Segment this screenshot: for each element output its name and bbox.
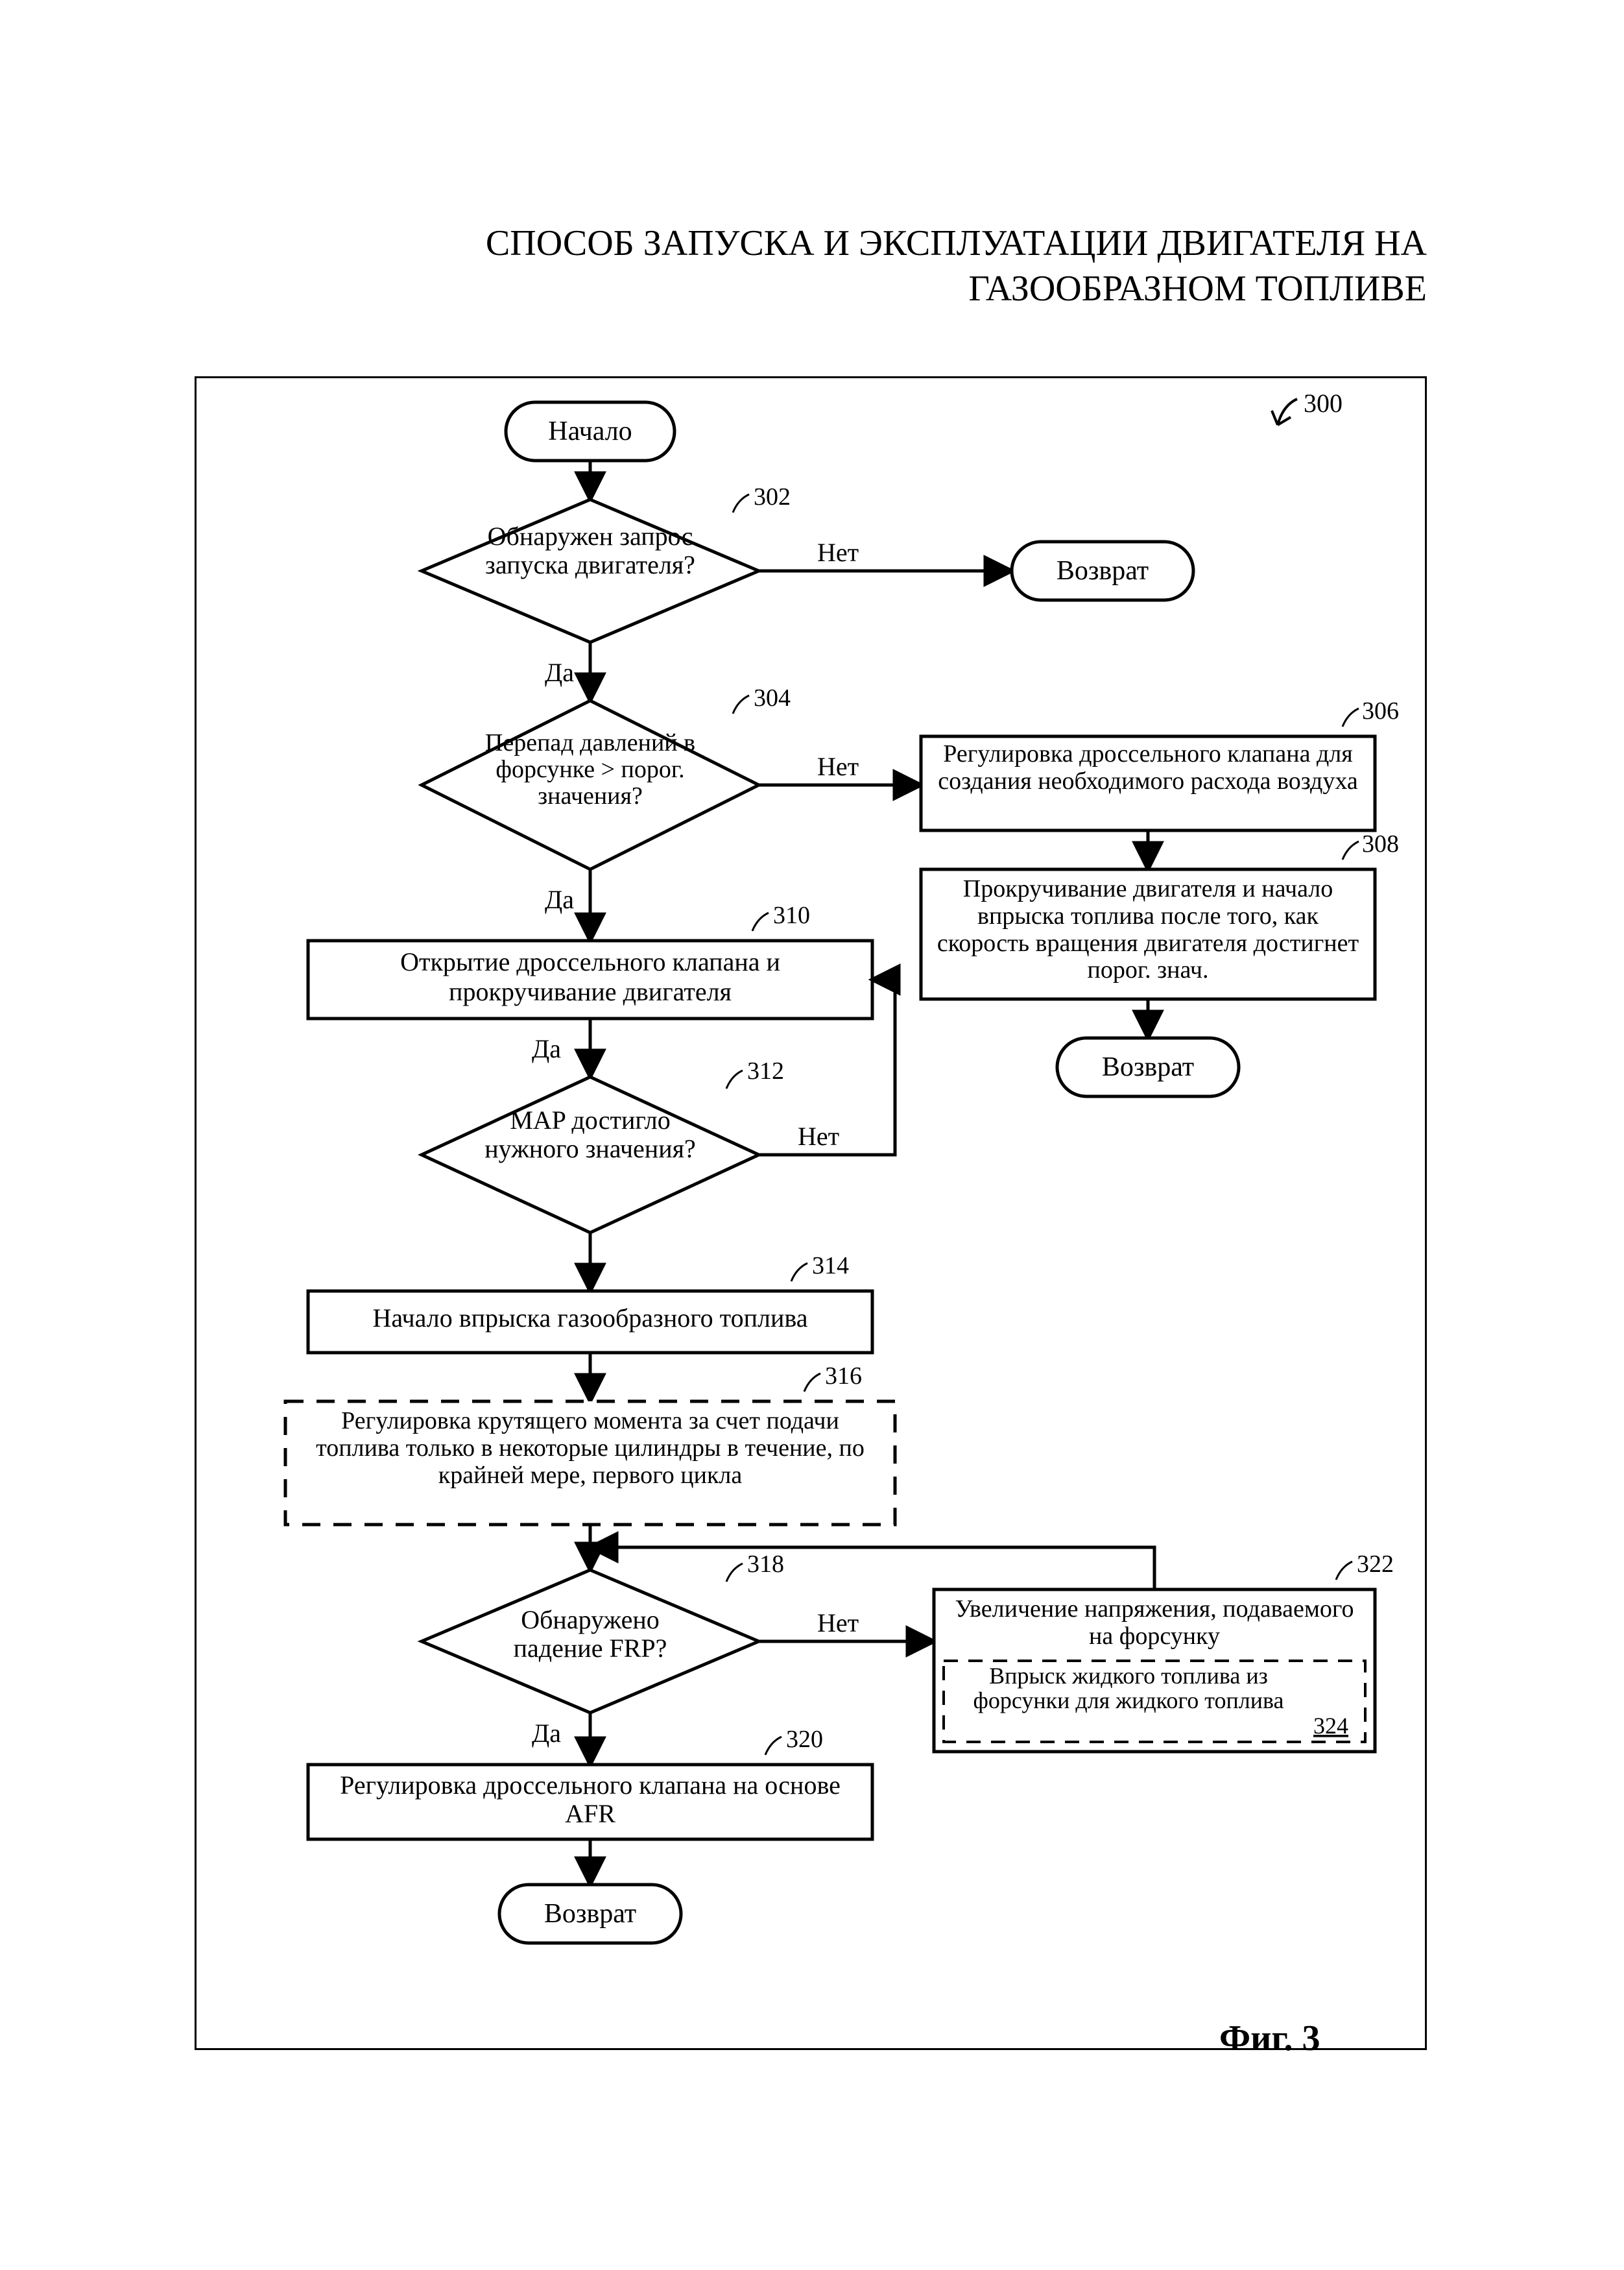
start-node: Начало — [506, 402, 675, 461]
svg-text:318: 318 — [747, 1551, 784, 1578]
process-308: Прокручивание двигателя и начало впрыска… — [921, 830, 1399, 999]
decision-318: Обнаружено падение FRP? 318 — [422, 1551, 784, 1713]
n322-text: Увеличение напряжения, подаваемого на фо… — [955, 1596, 1354, 1650]
svg-text:Возврат: Возврат — [1102, 1052, 1194, 1082]
svg-text:306: 306 — [1362, 697, 1399, 725]
n316-text: Регулировка крутящего момента за счет по… — [316, 1408, 865, 1489]
edge-302-no-label: Нет — [817, 538, 859, 567]
edge-304-no-label: Нет — [817, 752, 859, 781]
svg-text:322: 322 — [1357, 1551, 1394, 1578]
svg-text:Возврат: Возврат — [544, 1899, 636, 1929]
svg-text:304: 304 — [754, 684, 791, 712]
ref-300: 300 — [1272, 389, 1343, 425]
svg-text:300: 300 — [1304, 389, 1343, 418]
n310-text: Открытие дроссельного клапана и прокручи… — [400, 947, 780, 1006]
svg-text:310: 310 — [773, 902, 810, 929]
svg-text:Возврат: Возврат — [1057, 556, 1149, 586]
svg-text:316: 316 — [825, 1362, 862, 1390]
edge-322-loop — [591, 1547, 1154, 1589]
svg-text:314: 314 — [812, 1252, 849, 1279]
svg-text:320: 320 — [786, 1726, 823, 1753]
svg-text:308: 308 — [1362, 830, 1399, 858]
edge-304-yes-label: Да — [545, 885, 574, 914]
n314-text: Начало впрыска газообразного топлива — [372, 1303, 807, 1333]
decision-304: Перепад давлений в форсунке > порог. зна… — [422, 684, 791, 869]
n320-text: Регулировка дроссельного клапана на осно… — [340, 1771, 841, 1828]
flowchart: 300 Начало Обнаружен запрос запуска двиг… — [195, 376, 1427, 2050]
n304-text: Перепад давлений в форсунке > порог. зна… — [485, 730, 695, 810]
edge-312-no-label: Нет — [798, 1122, 839, 1151]
n302-text: Обнаружен запрос запуска двигателя? — [485, 522, 695, 579]
page-title: СПОСОБ ЗАПУСКА И ЭКСПЛУАТАЦИИ ДВИГАТЕЛЯ … — [195, 221, 1427, 311]
n324-text: Впрыск жидкого топлива из форсунки для ж… — [973, 1664, 1284, 1713]
edge-318-yes-label: Да — [532, 1719, 561, 1748]
process-322: Увеличение напряжения, подаваемого на фо… — [934, 1551, 1394, 1752]
svg-text:Начало: Начало — [548, 417, 632, 446]
process-306: Регулировка дроссельного клапана для соз… — [921, 697, 1399, 830]
n312-text: MAP достигло нужного значения? — [484, 1106, 696, 1163]
svg-text:302: 302 — [754, 483, 791, 511]
n318-text: Обнаружено падение FRP? — [514, 1606, 667, 1663]
decision-312: MAP достигло нужного значения? 312 — [422, 1057, 784, 1233]
edge-318-no-label: Нет — [817, 1608, 859, 1637]
n306-text: Регулировка дроссельного клапана для соз… — [938, 741, 1358, 795]
title-line-2: ГАЗООБРАЗНОМ ТОПЛИВЕ — [968, 269, 1427, 309]
return-final: Возврат — [499, 1885, 681, 1943]
svg-text:312: 312 — [747, 1057, 784, 1085]
return-302: Возврат — [1012, 542, 1193, 600]
title-line-1: СПОСОБ ЗАПУСКА И ЭКСПЛУАТАЦИИ ДВИГАТЕЛЯ … — [486, 223, 1427, 263]
figure-label: Фиг. 3 — [1219, 2018, 1320, 2059]
decision-302: Обнаружен запрос запуска двигателя? 302 — [422, 483, 791, 642]
edge-302-yes-label: Да — [545, 658, 574, 687]
edge-310-yes-label: Да — [532, 1034, 561, 1063]
n308-text: Прокручивание двигателя и начало впрыска… — [937, 876, 1359, 984]
svg-text:324: 324 — [1313, 1713, 1348, 1739]
return-308: Возврат — [1057, 1038, 1239, 1096]
